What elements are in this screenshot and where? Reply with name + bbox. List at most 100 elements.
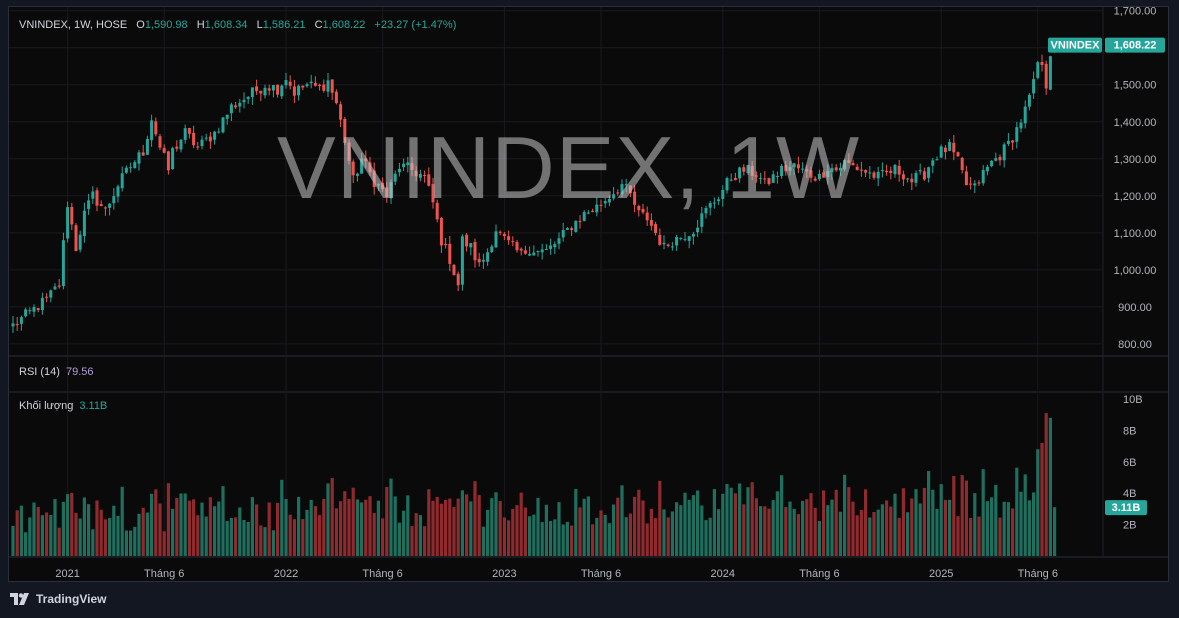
- volume-bar: [343, 491, 347, 556]
- volume-bar: [586, 496, 590, 556]
- last-price-tag[interactable]: VNINDEX 1,608.22: [1048, 37, 1165, 53]
- symbol-label[interactable]: VNINDEX, 1W, HOSE: [19, 19, 128, 31]
- close-value: 1,608.22: [322, 19, 366, 31]
- volume-bar: [964, 480, 968, 556]
- volume-bar: [582, 498, 586, 556]
- candle-body: [641, 208, 645, 213]
- volume-bar: [255, 504, 259, 556]
- price-tick-label: 900.00: [1118, 302, 1152, 314]
- candle-body: [221, 117, 225, 133]
- volume-bar: [990, 497, 994, 556]
- low-value: 1,586.21: [262, 19, 306, 31]
- volume-bar: [221, 486, 225, 556]
- candle-body: [28, 310, 32, 312]
- candle-body: [675, 237, 679, 246]
- volume-bar: [599, 510, 603, 556]
- candle-body: [376, 184, 380, 186]
- volume-bar: [385, 486, 389, 556]
- open-key: O: [136, 19, 145, 31]
- volume-bar: [19, 505, 23, 556]
- candle-body: [557, 238, 561, 244]
- volume-bar: [444, 499, 448, 556]
- volume-tick-label: 10B: [1123, 394, 1143, 406]
- candle-body: [603, 201, 607, 204]
- volume-bar: [1002, 501, 1006, 556]
- candle-body: [515, 242, 519, 251]
- candle-body: [330, 79, 334, 93]
- volume-bar: [675, 502, 679, 556]
- volume-bar: [297, 496, 301, 556]
- candle-body: [662, 242, 666, 245]
- candle-body: [292, 86, 296, 96]
- volume-bar: [78, 518, 82, 556]
- volume-bar: [775, 491, 779, 556]
- candle-body: [309, 81, 313, 84]
- volume-bar: [28, 517, 32, 556]
- time-tick-label: 2021: [55, 568, 79, 580]
- volume-bar: [624, 517, 628, 556]
- candle-body: [1006, 140, 1010, 144]
- candle-body: [981, 170, 985, 184]
- candle-body: [452, 264, 456, 275]
- candle-body: [11, 323, 15, 327]
- candle-body: [704, 207, 708, 214]
- volume-bar: [658, 480, 662, 556]
- time-tick-label: Tháng 6: [581, 568, 621, 580]
- candle-body: [250, 87, 254, 98]
- price-tag-value: 1,608.22: [1114, 40, 1157, 52]
- candle-body: [788, 167, 792, 171]
- volume-bar: [498, 501, 502, 556]
- volume-bar: [192, 499, 196, 556]
- volume-bar: [985, 501, 989, 556]
- volume-bar: [523, 507, 527, 556]
- volume-bar: [981, 469, 985, 556]
- candle-body: [759, 178, 763, 180]
- candle-body: [935, 159, 939, 161]
- tradingview-logo[interactable]: TradingView: [10, 592, 106, 606]
- price-tick-label: 1,700.00: [1114, 7, 1157, 18]
- volume-bar: [901, 488, 905, 556]
- candle-body: [868, 172, 872, 174]
- close-key: C: [314, 19, 323, 31]
- volume-legend[interactable]: Khối lượng 3.11B: [19, 400, 107, 412]
- volume-bar: [679, 505, 683, 556]
- volume-bar: [288, 514, 292, 556]
- volume-bar: [250, 497, 254, 556]
- candle-body: [612, 194, 616, 199]
- candle-body: [851, 162, 855, 166]
- candle-body: [301, 85, 305, 88]
- candle-body: [922, 171, 926, 180]
- candle-body: [234, 105, 238, 108]
- candle-body: [154, 121, 158, 135]
- volume-bar: [208, 497, 212, 556]
- volume-bar: [565, 521, 569, 556]
- candle-body: [872, 172, 876, 178]
- candle-body: [1048, 56, 1052, 90]
- volume-bar: [906, 512, 910, 556]
- volume-bar: [994, 484, 998, 556]
- price-tick-label: 1,100.00: [1114, 228, 1157, 240]
- candle-body: [817, 173, 821, 180]
- rsi-legend[interactable]: RSI (14) 79.56: [19, 366, 94, 378]
- volume-bar: [759, 506, 763, 556]
- volume-tag[interactable]: 3.11B: [1105, 500, 1147, 516]
- candle-body: [834, 167, 838, 171]
- volume-value: 3.11B: [79, 400, 108, 412]
- volume-bar: [1040, 442, 1044, 556]
- candle-body: [507, 236, 511, 241]
- candle-body: [775, 176, 779, 178]
- chart-canvas[interactable]: 2021 Tháng 6 2022 Tháng 6 2023 Tháng 6 2024 Thá…: [9, 7, 1169, 582]
- volume-bar: [57, 527, 61, 556]
- volume-bar: [662, 509, 666, 556]
- candle-body: [179, 139, 183, 150]
- candle-body: [19, 317, 23, 324]
- chart-frame[interactable]: 2021 Tháng 6 2022 Tháng 6 2023 Tháng 6 2024 Thá…: [8, 6, 1169, 582]
- candle-body: [183, 128, 187, 140]
- volume-bar: [381, 518, 385, 556]
- candle-body: [460, 236, 464, 285]
- volume-bar: [1023, 474, 1027, 556]
- volume-bar: [1044, 413, 1048, 556]
- candle-body: [847, 160, 851, 163]
- candle-body: [691, 233, 695, 237]
- candle-body: [956, 152, 960, 157]
